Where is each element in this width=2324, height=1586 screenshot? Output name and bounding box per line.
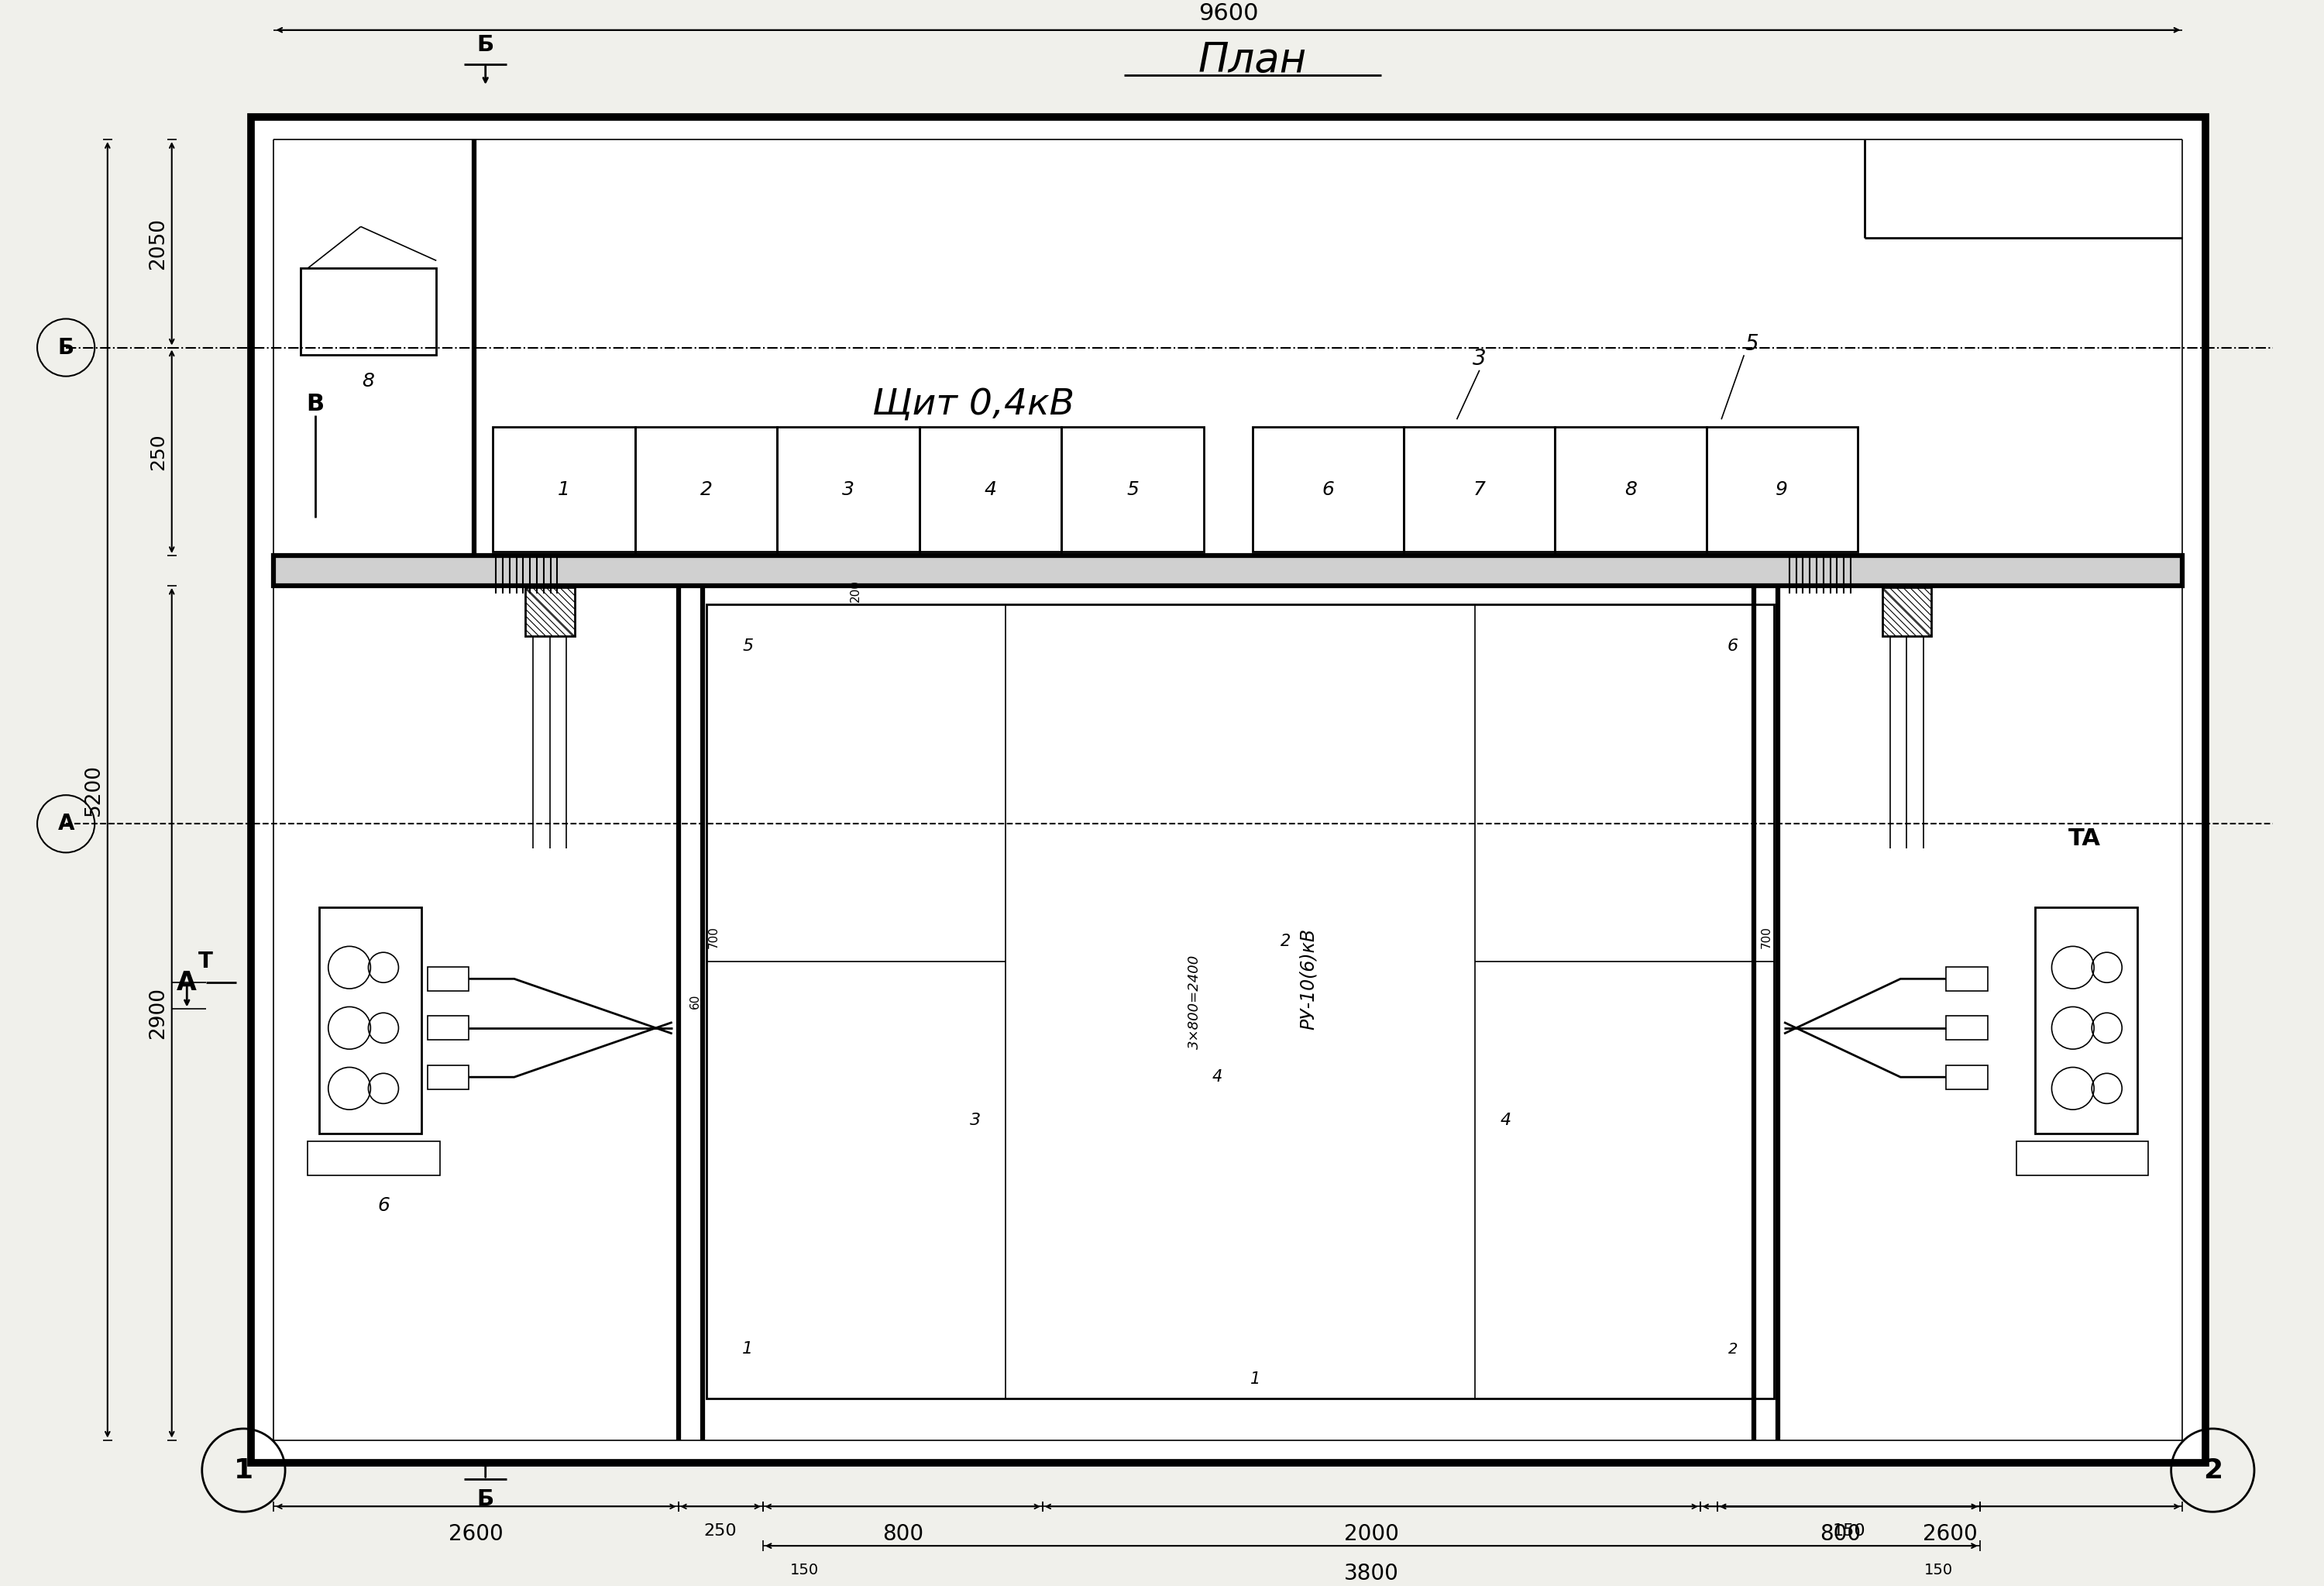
Bar: [251, 117, 2205, 1462]
Bar: [525, 587, 574, 636]
Text: Щит 0,4кВ: Щит 0,4кВ: [871, 387, 1074, 422]
Text: 5: 5: [1745, 333, 1759, 355]
Bar: [1945, 1017, 1987, 1040]
Text: 4: 4: [1499, 1113, 1511, 1128]
Text: 60: 60: [688, 994, 700, 1009]
Text: 250: 250: [704, 1523, 737, 1538]
Bar: [2036, 907, 2138, 1134]
Text: 6: 6: [1322, 481, 1334, 498]
Text: 3: 3: [969, 1113, 981, 1128]
Text: 2000: 2000: [1343, 1523, 1399, 1545]
Bar: [634, 427, 776, 552]
Text: 700: 700: [1762, 926, 1773, 948]
Text: 2900: 2900: [149, 986, 167, 1039]
Bar: [1945, 1066, 1987, 1090]
Bar: [493, 427, 634, 552]
Text: A: A: [58, 814, 74, 834]
Text: TA: TA: [2068, 828, 2101, 850]
Bar: [274, 555, 2182, 585]
Text: 2: 2: [2203, 1458, 2222, 1483]
Text: 6: 6: [1727, 639, 1738, 653]
Text: 2600: 2600: [449, 1523, 504, 1545]
Text: Б: Б: [476, 35, 495, 56]
Text: 4: 4: [1213, 1069, 1222, 1085]
Bar: [300, 268, 437, 355]
Text: 150: 150: [790, 1562, 818, 1576]
Text: 1: 1: [741, 1342, 753, 1358]
Text: 3800: 3800: [1343, 1562, 1399, 1584]
Bar: [307, 1142, 439, 1175]
Bar: [1945, 967, 1987, 991]
Text: 2: 2: [1281, 933, 1290, 948]
Text: Б: Б: [476, 1488, 495, 1510]
Bar: [318, 907, 421, 1134]
Text: A: A: [177, 969, 198, 996]
Text: 800: 800: [1820, 1523, 1862, 1545]
Text: 700: 700: [709, 926, 720, 948]
Text: Б: Б: [58, 336, 74, 358]
Text: 8: 8: [1624, 481, 1636, 498]
Text: 2: 2: [700, 481, 713, 498]
Text: 2050: 2050: [149, 217, 167, 270]
Bar: [428, 1017, 469, 1040]
Text: План: План: [1199, 40, 1306, 81]
Text: 200: 200: [851, 580, 862, 603]
Bar: [428, 1066, 469, 1090]
Text: 4: 4: [985, 481, 997, 498]
Bar: [1706, 427, 1857, 552]
Text: 150: 150: [1831, 1523, 1866, 1538]
Text: 250: 250: [149, 433, 167, 469]
Bar: [776, 427, 920, 552]
Text: 8: 8: [363, 373, 374, 390]
Text: 7: 7: [1473, 481, 1485, 498]
Text: 1: 1: [235, 1458, 253, 1483]
Text: 150: 150: [1924, 1562, 1952, 1576]
Text: 2600: 2600: [1922, 1523, 1978, 1545]
Text: 3×800=2400: 3×800=2400: [1188, 955, 1202, 1048]
Text: 800: 800: [883, 1523, 923, 1545]
Bar: [1555, 427, 1706, 552]
Text: 5: 5: [1127, 481, 1139, 498]
Bar: [1253, 427, 1404, 552]
Bar: [1062, 427, 1204, 552]
Text: 3: 3: [841, 481, 855, 498]
Bar: [1404, 427, 1555, 552]
Text: 1: 1: [558, 481, 569, 498]
Bar: [2017, 1142, 2147, 1175]
Text: T: T: [198, 950, 214, 972]
Text: 1: 1: [1250, 1372, 1260, 1388]
Text: 5: 5: [741, 639, 753, 653]
Text: 9600: 9600: [1199, 2, 1257, 25]
Bar: [428, 967, 469, 991]
Bar: [1882, 587, 1931, 636]
Text: B: B: [307, 393, 325, 416]
Text: 2: 2: [1729, 1342, 1738, 1356]
Bar: [706, 604, 1773, 1399]
Text: 6: 6: [376, 1196, 390, 1215]
Text: 9: 9: [1776, 481, 1787, 498]
Text: РУ-10(6)кВ: РУ-10(6)кВ: [1299, 928, 1318, 1029]
Text: 3: 3: [1473, 347, 1487, 370]
Bar: [920, 427, 1062, 552]
Text: 5200: 5200: [84, 764, 105, 815]
